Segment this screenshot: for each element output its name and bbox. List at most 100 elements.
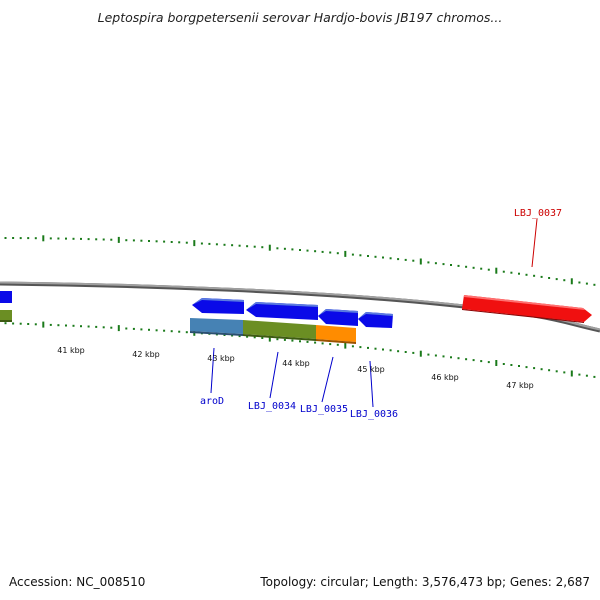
outer-tick: [419, 258, 422, 265]
outer-tick: [253, 245, 256, 248]
inner-tick: [132, 327, 135, 330]
outer-tick: [49, 237, 52, 240]
outer-tick: [510, 271, 513, 274]
inner-tick: [268, 335, 271, 342]
outer-tick: [382, 256, 384, 259]
gene-label-arod[interactable]: aroD: [200, 396, 224, 407]
leader-arod: [210, 347, 215, 394]
cds-lbj-0037[interactable]: [462, 295, 592, 323]
inner-tick: [110, 326, 113, 329]
leader-lbj-0035: [321, 356, 334, 403]
outer-tick: [283, 247, 286, 250]
outer-tick: [140, 239, 143, 242]
outer-tick: [314, 250, 317, 253]
outer-tick: [132, 239, 135, 242]
cog-shadow-1: [190, 331, 243, 336]
outer-tick: [495, 267, 498, 274]
outer-tick: [412, 259, 415, 262]
outer-tick: [306, 249, 309, 252]
outer-tick: [578, 281, 581, 284]
cds-arod[interactable]: [192, 298, 244, 314]
cog-left-partial[interactable]: [0, 310, 12, 322]
cog-lbj-0035[interactable]: [316, 325, 356, 342]
inner-tick: [12, 322, 15, 325]
inner-tick: [4, 322, 7, 325]
leader-lbj-0034: [269, 351, 279, 399]
outer-tick: [102, 238, 105, 241]
outer-tick: [533, 274, 536, 277]
accession-text: Accession: NC_008510: [9, 575, 146, 589]
outer-tick: [404, 258, 407, 261]
inner-tick: [321, 342, 324, 345]
gene-label-lbj-0037[interactable]: LBJ_0037: [514, 208, 562, 219]
outer-tick: [72, 237, 75, 240]
outer-tick: [563, 279, 566, 282]
outer-tick: [427, 261, 430, 264]
outer-tick: [200, 242, 203, 245]
cds-left-partial[interactable]: [0, 291, 12, 303]
outer-tick: [276, 247, 279, 250]
inner-tick: [306, 340, 309, 343]
inner-tick: [253, 336, 256, 339]
inner-tick: [367, 346, 369, 349]
outer-tick: [148, 240, 150, 242]
inner-tick: [117, 325, 120, 332]
inner-tick: [510, 364, 513, 366]
outer-tick: [170, 241, 173, 243]
inner-tick: [374, 347, 377, 350]
gene-label-lbj-0035[interactable]: LBJ_0035: [300, 404, 348, 415]
cog-lbj-0034[interactable]: [243, 320, 316, 339]
inner-tick: [412, 351, 415, 354]
inner-tick: [397, 350, 400, 353]
kbp-label: 42 kbp: [132, 350, 160, 359]
leader-lbj-0036: [369, 360, 374, 408]
outer-tick: [344, 250, 347, 257]
outer-tick: [34, 237, 37, 240]
inner-tick: [223, 334, 226, 336]
outer-tick: [434, 262, 437, 265]
outer-tick: [291, 248, 294, 251]
outer-tick: [155, 240, 158, 243]
gene-label-lbj-0034[interactable]: LBJ_0034: [248, 401, 296, 412]
outer-tick: [163, 240, 166, 243]
inner-tick: [80, 325, 82, 328]
inner-tick: [427, 353, 430, 356]
inner-tick: [533, 367, 536, 370]
outer-tick: [465, 265, 468, 268]
inner-tick: [495, 360, 498, 366]
outer-tick: [110, 238, 113, 241]
gene-label-lbj-0036[interactable]: LBJ_0036: [350, 409, 398, 420]
outer-tick: [208, 242, 211, 245]
inner-tick: [389, 349, 392, 352]
cds-lbj-0034[interactable]: [246, 302, 318, 320]
inner-tick: [291, 339, 294, 342]
inner-tick: [261, 337, 264, 339]
outer-tick: [351, 253, 354, 256]
outer-tick: [367, 255, 369, 257]
outer-tick: [4, 237, 7, 239]
inner-tick: [434, 354, 437, 357]
cog-arod[interactable]: [190, 318, 243, 334]
inner-tick: [404, 351, 407, 353]
outer-tick: [374, 255, 377, 258]
outer-tick: [57, 237, 60, 240]
inner-tick: [578, 373, 581, 376]
outer-tick: [178, 241, 181, 244]
cog-shadow-3: [316, 339, 356, 344]
cds-lbj-0036[interactable]: [358, 312, 393, 328]
outer-tick: [261, 246, 264, 249]
outer-tick: [480, 267, 483, 270]
inner-tick: [351, 345, 354, 348]
cog-track: [190, 318, 356, 344]
inner-tick: [34, 323, 37, 326]
inner-tick: [487, 361, 490, 364]
cds-lbj-0035[interactable]: [318, 309, 358, 326]
inner-tick: [102, 326, 105, 329]
outer-tick: [125, 239, 128, 242]
outer-tick: [95, 238, 98, 241]
inner-tick: [178, 330, 181, 333]
kbp-label: 41 kbp: [57, 346, 85, 355]
kbp-label: 46 kbp: [431, 373, 459, 382]
outer-tick: [27, 237, 30, 240]
